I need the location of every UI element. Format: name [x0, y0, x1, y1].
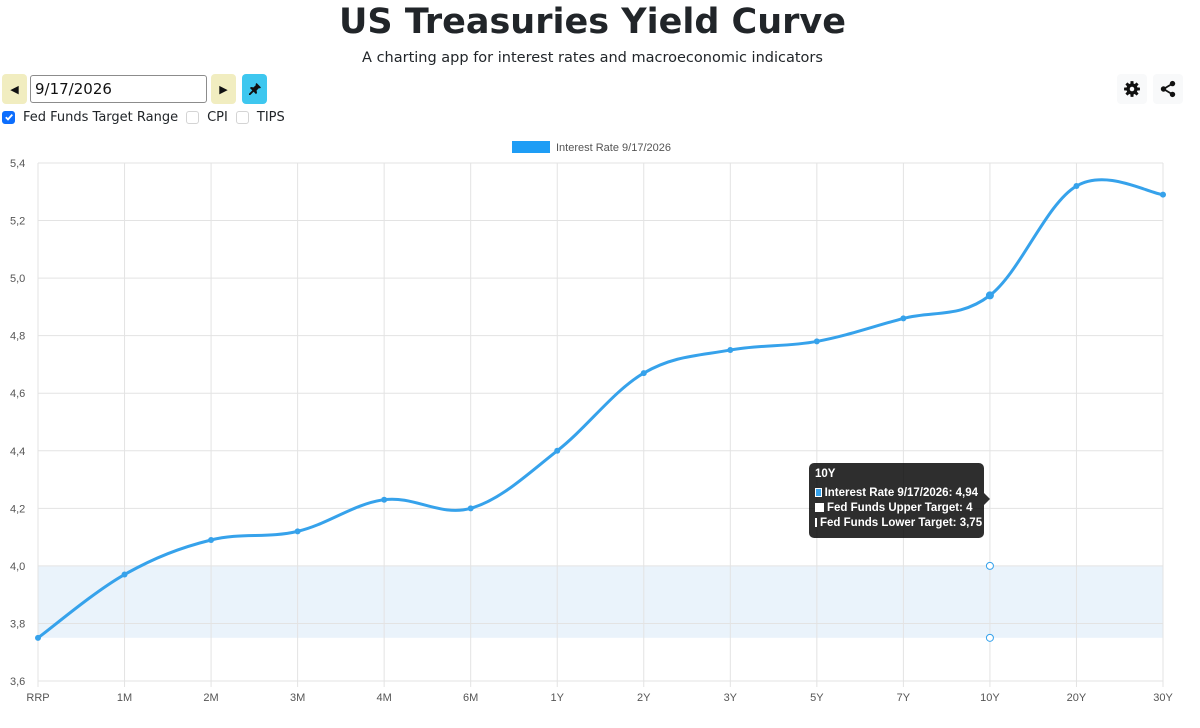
fed-funds-label[interactable]: Fed Funds Target Range	[23, 109, 179, 125]
cpi-label[interactable]: CPI	[207, 109, 228, 125]
legend-swatch	[512, 141, 550, 153]
overlay-options: Fed Funds Target Range CPI TIPS	[2, 108, 293, 126]
x-tick-label: 30Y	[1153, 692, 1173, 704]
y-tick-label: 4,2	[10, 503, 25, 515]
y-tick-label: 3,8	[10, 618, 25, 630]
x-tick-label: 6M	[463, 692, 478, 704]
data-point	[900, 315, 907, 322]
data-point	[727, 347, 734, 354]
previous-date-button[interactable]: ◀	[2, 74, 27, 104]
chart-tooltip: 10Y Interest Rate 9/17/2026: 4,94 Fed Fu…	[809, 463, 990, 538]
page-subtitle: A charting app for interest rates and ma…	[362, 50, 823, 66]
tooltip-text: Fed Funds Lower Target: 3,75	[820, 516, 983, 529]
fed-funds-band	[38, 565, 1163, 638]
tooltip-swatch	[815, 518, 817, 527]
fed-funds-checkbox[interactable]	[2, 110, 15, 124]
data-point	[35, 634, 41, 641]
data-point	[121, 571, 128, 578]
caret-right-icon: ▶	[219, 83, 228, 96]
data-point	[1160, 191, 1166, 198]
date-input[interactable]	[30, 75, 207, 103]
tips-checkbox[interactable]	[235, 110, 249, 124]
x-tick-label: 5Y	[810, 692, 824, 704]
tooltip-row-lower: Fed Funds Lower Target: 3,75	[815, 515, 982, 530]
x-tick-label: 1Y	[550, 692, 564, 704]
tooltip-row-upper: Fed Funds Upper Target: 4	[815, 500, 978, 515]
tooltip-row-interest: Interest Rate 9/17/2026: 4,94	[815, 485, 978, 500]
y-tick-label: 4,0	[10, 561, 25, 573]
data-point	[467, 505, 474, 512]
data-point	[813, 338, 820, 345]
tips-label[interactable]: TIPS	[256, 109, 285, 125]
page-title: US Treasuries Yield Curve	[339, 2, 846, 42]
x-tick-label: RRP	[26, 692, 49, 704]
next-date-button[interactable]: ▶	[211, 74, 236, 104]
x-tick-label: 2Y	[637, 692, 651, 704]
x-tick-label: 3Y	[724, 692, 738, 704]
share-button[interactable]	[1153, 74, 1183, 104]
x-tick-label: 7Y	[897, 692, 911, 704]
y-tick-label: 4,8	[10, 331, 25, 343]
fed-upper-marker	[985, 561, 994, 570]
fed-lower-marker	[985, 633, 994, 642]
data-point	[294, 528, 301, 535]
y-tick-label: 5,2	[10, 216, 25, 228]
data-point	[208, 536, 215, 543]
tooltip-title: 10Y	[815, 468, 836, 480]
share-icon	[1160, 80, 1176, 98]
pin-icon	[248, 83, 261, 96]
y-tick-label: 5,0	[10, 273, 25, 285]
gear-icon	[1124, 81, 1140, 97]
legend-label: Interest Rate 9/17/2026	[556, 142, 671, 154]
x-tick-label: 2M	[203, 692, 218, 704]
cpi-checkbox[interactable]	[186, 110, 200, 124]
data-point	[985, 291, 994, 300]
data-point	[1073, 183, 1080, 190]
pin-button[interactable]	[242, 74, 267, 104]
tooltip-text: Fed Funds Upper Target: 4	[827, 501, 973, 514]
x-tick-label: 20Y	[1067, 692, 1087, 704]
x-tick-label: 4M	[377, 692, 392, 704]
settings-button[interactable]	[1117, 74, 1147, 104]
caret-left-icon: ◀	[10, 83, 19, 96]
tooltip-text: Interest Rate 9/17/2026: 4,94	[824, 486, 978, 499]
tooltip-swatch	[815, 503, 824, 512]
y-tick-label: 5,4	[10, 158, 25, 170]
y-tick-label: 4,4	[10, 446, 25, 458]
tooltip-swatch	[815, 488, 822, 497]
x-tick-label: 1M	[117, 692, 132, 704]
data-point	[381, 496, 388, 503]
check-icon	[4, 113, 13, 121]
x-tick-label: 10Y	[980, 692, 1000, 704]
y-tick-label: 3,6	[10, 676, 25, 688]
x-tick-label: 3M	[290, 692, 305, 704]
yield-curve-chart: 3,6 3,8 4,0 4,2 4,4 4,6 4,8 5,0 5,2 5,4 RRP 1M 2M 3M 4…	[10, 141, 1173, 704]
data-point	[554, 447, 561, 454]
y-tick-label: 4,6	[10, 388, 25, 400]
data-point	[640, 370, 647, 377]
